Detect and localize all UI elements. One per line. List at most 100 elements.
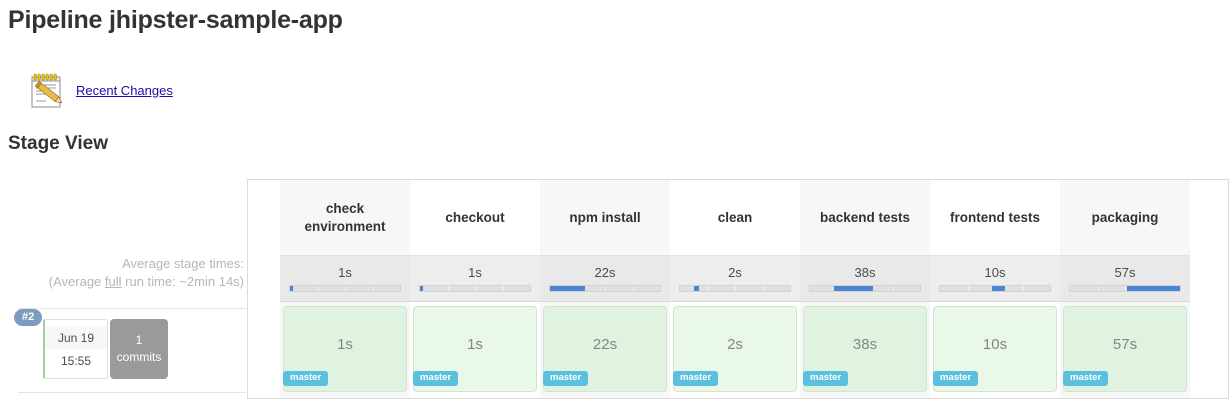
stage-header[interactable]: clean [670, 180, 800, 256]
stage-average-time: 38s [854, 265, 876, 280]
stage-grid: check environment 1s 1s master checkout 1s 1s m… [248, 180, 1228, 398]
scale-tick [632, 286, 634, 291]
build-commits-count: 1 [135, 333, 143, 347]
build-date: Jun 19 [45, 326, 107, 349]
stage-average-time: 22s [594, 265, 616, 280]
stage-average: 22s [540, 256, 670, 302]
stage-average: 10s [930, 256, 1060, 302]
stage-body: 38s master [800, 302, 930, 398]
stage-view-title: Stage View [8, 133, 108, 154]
stage-duration-scale-bar [289, 285, 401, 292]
scale-fill [694, 286, 699, 291]
scale-tick [475, 286, 476, 291]
scale-tick [762, 286, 764, 291]
scale-fill [834, 286, 873, 291]
notepad-pencil-icon [26, 68, 70, 112]
stage-column: backend tests 38s 38s master [800, 180, 930, 398]
branch-badge[interactable]: master [1063, 371, 1109, 386]
scale-tick [605, 286, 606, 291]
stage-run-time: 10s [982, 335, 1008, 353]
branch-badge[interactable]: master [673, 371, 719, 386]
stage-body: 22s master [540, 302, 670, 398]
scale-tick [1097, 286, 1099, 291]
branch-badge[interactable]: master [283, 371, 329, 386]
stage-run-cell[interactable]: 38s master [803, 306, 927, 392]
stage-body: 1s master [280, 302, 410, 398]
stage-header[interactable]: check environment [280, 180, 410, 256]
build-time: 15:55 [60, 354, 92, 368]
stage-average-time: 57s [1114, 265, 1136, 280]
stage-average: 2s [670, 256, 800, 302]
scale-tick [735, 286, 736, 291]
build-number-badge[interactable]: #2 [14, 309, 43, 326]
stage-run-cell[interactable]: 1s master [413, 306, 537, 392]
scale-tick [317, 286, 319, 291]
scale-tick [967, 286, 969, 291]
stage-column: check environment 1s 1s master [280, 180, 410, 398]
stage-table: check environment 1s 1s master checkout 1s 1s m… [247, 179, 1229, 399]
stage-average: 38s [800, 256, 930, 302]
stage-run-cell[interactable]: 57s master [1063, 306, 1187, 392]
stage-header[interactable]: backend tests [800, 180, 930, 256]
stage-duration-scale-bar [809, 285, 921, 292]
scale-tick [892, 286, 894, 291]
average-run-prefix: (Average [48, 274, 105, 289]
stage-average-time: 2s [728, 265, 742, 280]
stage-average-time: 1s [468, 265, 482, 280]
branch-badge[interactable]: master [413, 371, 459, 386]
average-run-term[interactable]: full [104, 274, 122, 289]
stage-run-time: 1s [467, 335, 483, 353]
build-row: #2 Jun 19 15:55 1 commits [14, 308, 246, 393]
stage-body: 57s master [1060, 302, 1190, 398]
stage-column: npm install 22s 22s master [540, 180, 670, 398]
build-commits[interactable]: 1 commits [110, 319, 168, 379]
average-run-suffix: run time: ~2min 14s) [121, 274, 244, 289]
scale-tick [447, 286, 449, 291]
recent-changes-row: Recent Changes [0, 67, 1229, 113]
stage-body: 1s master [410, 302, 540, 398]
average-stage-times-line1: Average stage times: [122, 256, 244, 271]
average-stage-times: Average stage times: (Average full run t… [29, 255, 244, 291]
scale-tick [707, 286, 709, 291]
scale-tick [1125, 286, 1126, 291]
stage-run-cell[interactable]: 10s master [933, 306, 1057, 392]
stage-average: 1s [280, 256, 410, 302]
build-summary: Jun 19 15:55 1 commits [43, 319, 168, 379]
scale-fill [550, 286, 586, 291]
stage-run-cell[interactable]: 2s master [673, 306, 797, 392]
stage-header[interactable]: frontend tests [930, 180, 1060, 256]
page-title: Pipeline jhipster-sample-app [8, 6, 343, 34]
branch-badge[interactable]: master [803, 371, 849, 386]
scale-tick [502, 286, 504, 291]
stage-view: Average stage times: (Average full run t… [0, 179, 1229, 399]
branch-badge[interactable]: master [543, 371, 589, 386]
scale-tick [345, 286, 346, 291]
stage-run-cell[interactable]: 1s master [283, 306, 407, 392]
stage-header[interactable]: npm install [540, 180, 670, 256]
stage-duration-scale-bar [549, 285, 661, 292]
stage-run-time: 2s [727, 335, 743, 353]
stage-view-meta-column: Average stage times: (Average full run t… [0, 179, 247, 399]
build-commits-label: commits [116, 350, 162, 364]
stage-average-time: 10s [984, 265, 1006, 280]
scale-fill [991, 286, 1005, 291]
stage-header[interactable]: packaging [1060, 180, 1190, 256]
stage-run-cell[interactable]: 22s master [543, 306, 667, 392]
recent-changes-link[interactable]: Recent Changes [76, 82, 173, 98]
stage-column: frontend tests 10s 10s master [930, 180, 1060, 398]
stage-column: packaging 57s 57s master [1060, 180, 1190, 398]
stage-run-time: 38s [852, 335, 878, 353]
scale-tick [1022, 286, 1024, 291]
stage-header[interactable]: checkout [410, 180, 540, 256]
stage-column: checkout 1s 1s master [410, 180, 540, 398]
average-full-run-time: (Average full run time: ~2min 14s) [29, 273, 244, 291]
stage-run-time: 1s [337, 335, 353, 353]
scale-fill [1127, 286, 1180, 291]
stage-average-time: 1s [338, 265, 352, 280]
stage-body: 2s master [670, 302, 800, 398]
branch-badge[interactable]: master [933, 371, 979, 386]
stage-duration-scale-bar [939, 285, 1051, 292]
stage-average: 1s [410, 256, 540, 302]
stage-body: 10s master [930, 302, 1060, 398]
build-datetime[interactable]: Jun 19 15:55 [43, 319, 108, 379]
